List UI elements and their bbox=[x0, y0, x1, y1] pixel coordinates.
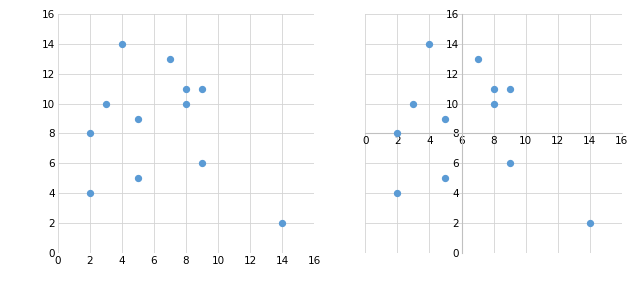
Point bbox=[101, 101, 111, 106]
Point bbox=[277, 221, 287, 225]
Point bbox=[133, 116, 143, 121]
Point bbox=[181, 101, 191, 106]
Point bbox=[85, 131, 95, 136]
Point bbox=[504, 161, 515, 166]
Point bbox=[488, 101, 499, 106]
Point bbox=[504, 87, 515, 91]
Point bbox=[165, 56, 175, 61]
Point bbox=[197, 161, 207, 166]
Point bbox=[392, 131, 403, 136]
Point bbox=[488, 87, 499, 91]
Point bbox=[472, 56, 483, 61]
Point bbox=[133, 176, 143, 180]
Point bbox=[408, 101, 419, 106]
Point bbox=[392, 191, 403, 196]
Point bbox=[117, 42, 127, 46]
Point bbox=[197, 87, 207, 91]
Point bbox=[440, 116, 451, 121]
Point bbox=[585, 221, 595, 225]
Point bbox=[424, 42, 435, 46]
Point bbox=[85, 191, 95, 196]
Point bbox=[440, 176, 451, 180]
Point bbox=[181, 87, 191, 91]
